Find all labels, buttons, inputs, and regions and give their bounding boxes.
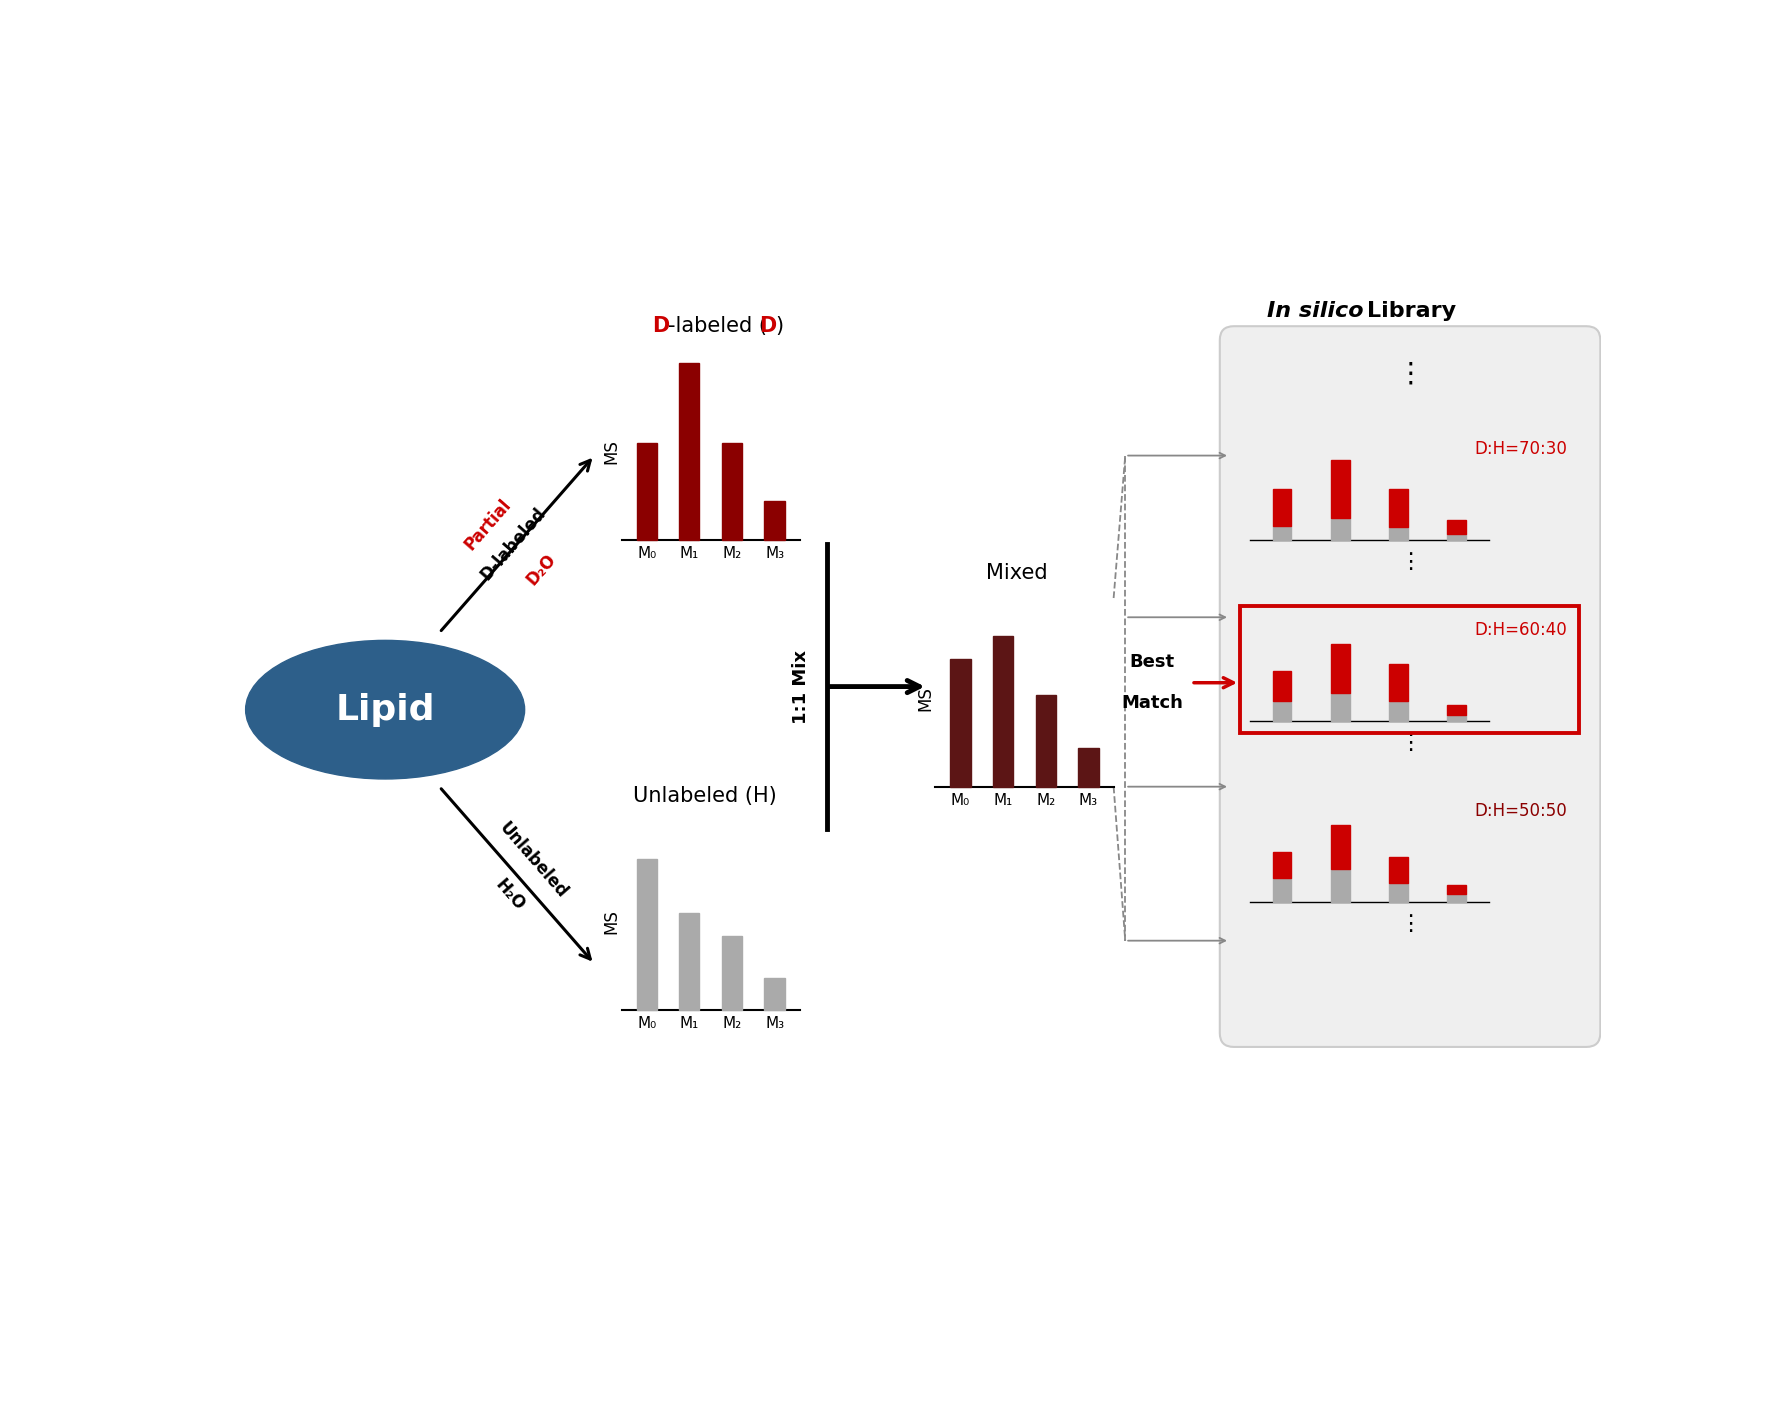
- Text: MS: MS: [603, 909, 621, 934]
- Text: Mixed: Mixed: [986, 563, 1048, 582]
- Text: Partial: Partial: [461, 495, 514, 553]
- Bar: [1274, 671, 1292, 702]
- Bar: [1331, 460, 1350, 518]
- Bar: [1078, 748, 1098, 787]
- Text: ⋮: ⋮: [1397, 359, 1423, 387]
- Bar: [1448, 706, 1466, 714]
- Text: ⋮: ⋮: [1398, 551, 1421, 572]
- Text: Best: Best: [1130, 654, 1174, 671]
- Text: D:H=50:50: D:H=50:50: [1475, 801, 1567, 819]
- Bar: [1274, 878, 1292, 902]
- Text: Lipid: Lipid: [336, 693, 434, 727]
- Bar: [1389, 857, 1407, 882]
- Bar: [765, 978, 785, 1010]
- Bar: [1331, 644, 1350, 693]
- Bar: [637, 860, 656, 1010]
- Bar: [722, 443, 742, 540]
- Bar: [1389, 490, 1407, 528]
- Text: M₁: M₁: [993, 793, 1012, 808]
- Text: M₂: M₂: [1035, 793, 1055, 808]
- Text: 1:1 Mix: 1:1 Mix: [792, 650, 809, 724]
- Text: D:H=60:40: D:H=60:40: [1475, 622, 1567, 638]
- Bar: [1448, 894, 1466, 902]
- Bar: [1389, 528, 1407, 540]
- Bar: [1331, 825, 1350, 868]
- Text: M₀: M₀: [952, 793, 970, 808]
- Bar: [1331, 868, 1350, 902]
- Text: ): ): [776, 316, 783, 337]
- Text: Unlabeled: Unlabeled: [496, 819, 571, 902]
- Text: M₀: M₀: [637, 1016, 656, 1031]
- Ellipse shape: [246, 640, 525, 779]
- Text: M₀: M₀: [637, 546, 656, 561]
- Bar: [1035, 694, 1057, 787]
- Bar: [722, 936, 742, 1010]
- Bar: [1274, 490, 1292, 526]
- Text: D: D: [653, 316, 669, 337]
- Text: D:H=70:30: D:H=70:30: [1475, 441, 1567, 457]
- Bar: [1331, 518, 1350, 540]
- Text: D₂O: D₂O: [523, 550, 560, 588]
- Text: ⋮: ⋮: [1398, 732, 1421, 753]
- Bar: [1448, 885, 1466, 894]
- Bar: [680, 363, 699, 540]
- Bar: [1448, 714, 1466, 721]
- Text: MS: MS: [603, 439, 621, 464]
- Bar: [1274, 702, 1292, 721]
- Bar: [1240, 606, 1578, 732]
- Bar: [1274, 526, 1292, 540]
- Bar: [680, 912, 699, 1010]
- Bar: [1448, 519, 1466, 535]
- Text: D: D: [758, 316, 776, 337]
- Text: H₂O: H₂O: [491, 877, 528, 915]
- Text: In silico: In silico: [1267, 300, 1363, 321]
- Text: M₃: M₃: [765, 1016, 785, 1031]
- Bar: [1448, 535, 1466, 540]
- Text: -labeled (: -labeled (: [667, 316, 767, 337]
- Text: ⋮: ⋮: [1398, 913, 1421, 934]
- Bar: [950, 659, 971, 787]
- Text: Match: Match: [1121, 694, 1183, 713]
- Bar: [1389, 700, 1407, 721]
- Text: Library: Library: [1368, 300, 1457, 321]
- Text: MS: MS: [916, 686, 934, 710]
- Text: D-labeled: D-labeled: [477, 504, 550, 584]
- Bar: [637, 443, 656, 540]
- Bar: [993, 636, 1014, 787]
- FancyBboxPatch shape: [1220, 327, 1601, 1047]
- Bar: [1274, 852, 1292, 878]
- Bar: [1389, 882, 1407, 902]
- Text: M₃: M₃: [1078, 793, 1098, 808]
- Text: M₂: M₂: [722, 546, 742, 561]
- Text: Unlabeled (H): Unlabeled (H): [633, 786, 777, 805]
- Text: M₂: M₂: [722, 1016, 742, 1031]
- Text: M₁: M₁: [680, 1016, 699, 1031]
- Text: M₁: M₁: [680, 546, 699, 561]
- Bar: [1389, 664, 1407, 700]
- Bar: [1331, 693, 1350, 721]
- Text: M₃: M₃: [765, 546, 785, 561]
- Bar: [765, 501, 785, 540]
